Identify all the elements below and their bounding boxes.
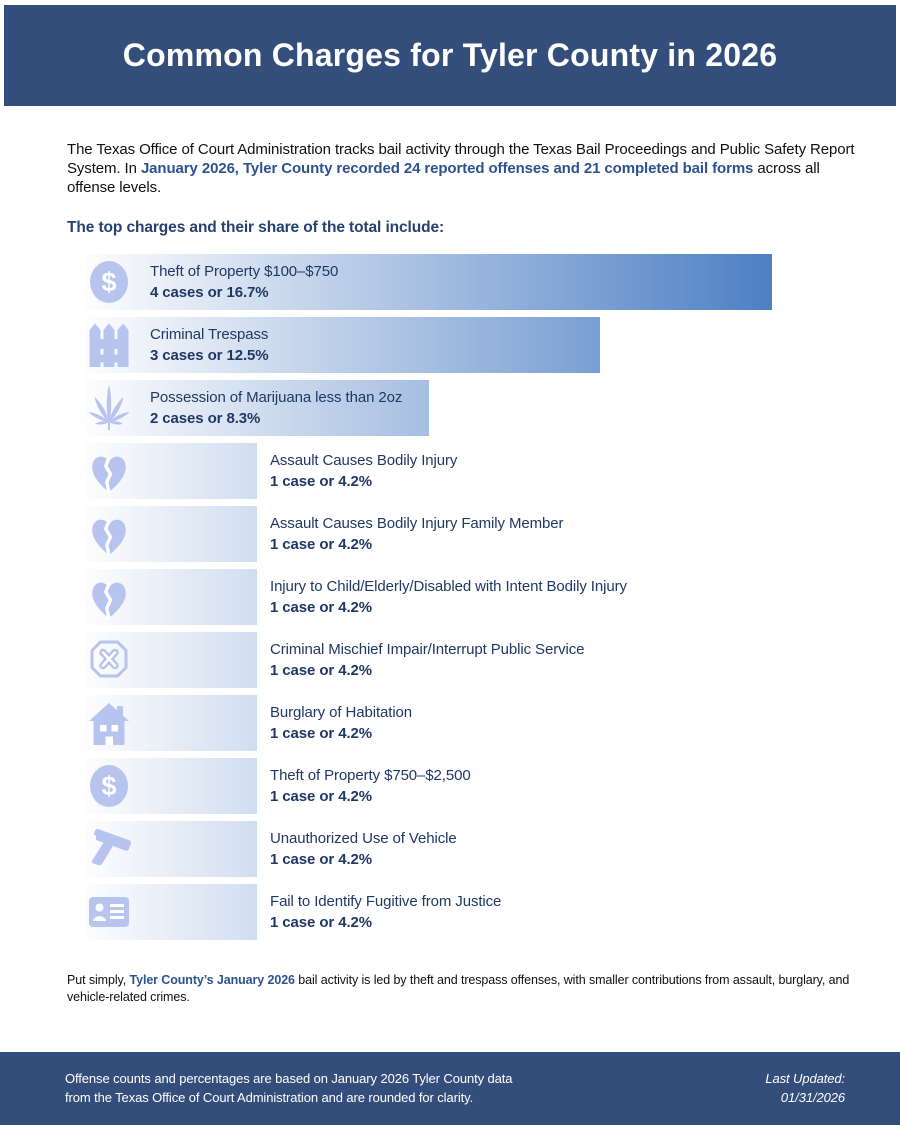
bar-text: Theft of Property $750–$2,500 1 case or …	[270, 767, 471, 805]
fence-icon	[87, 321, 131, 369]
offense-label: Assault Causes Bodily Injury	[270, 452, 458, 469]
offense-detail: 1 case or 4.2%	[270, 914, 373, 931]
offense-label: Unauthorized Use of Vehicle	[270, 830, 457, 847]
footer-note-line-2: from the Texas Office of Court Administr…	[65, 1089, 474, 1105]
chart-row: Criminal Trespass 3 cases or 12.5%	[85, 317, 865, 373]
footer-note-line-1: Offense counts and percentages are based…	[65, 1071, 513, 1086]
broken-heart-icon	[87, 573, 131, 621]
chart-row: Injury to Child/Elderly/Disabled with In…	[85, 569, 865, 625]
offense-label: Criminal Mischief Impair/Interrupt Publi…	[270, 641, 585, 658]
last-updated-value: 01/31/2026	[780, 1089, 845, 1105]
header-band: Common Charges for Tyler County in 2026	[4, 5, 896, 106]
handgun-icon	[87, 825, 131, 873]
bar-text: Possession of Marijuana less than 2oz 2 …	[150, 389, 402, 427]
chart-row: Possession of Marijuana less than 2oz 2 …	[85, 380, 865, 436]
bar	[85, 380, 429, 436]
offense-detail: 1 case or 4.2%	[270, 536, 373, 553]
body-text: The Texas Office of Court Administration…	[67, 141, 855, 177]
chart-row: $ Theft of Property $100–$750 4 cases or…	[85, 254, 865, 310]
offense-label: Fail to Identify Fugitive from Justice	[270, 893, 502, 910]
bar-chart: $ Theft of Property $100–$750 4 cases or…	[85, 254, 900, 940]
highlight-text: January 2026, Tyler County recorded 24 r…	[140, 160, 754, 177]
summary-paragraph: Put simply, Tyler County’s January 2026 …	[67, 972, 877, 1006]
chart-row: Assault Causes Bodily Injury Family Memb…	[85, 506, 865, 562]
highlight-text: Tyler County’s January 2026	[129, 973, 295, 987]
id-card-icon	[87, 888, 131, 936]
bar-text: Fail to Identify Fugitive from Justice 1…	[270, 893, 501, 931]
octagon-x-icon	[87, 636, 131, 684]
offense-detail: 1 case or 4.2%	[270, 473, 373, 490]
house-icon	[87, 699, 131, 747]
bar	[85, 821, 257, 877]
offense-detail: 1 case or 4.2%	[270, 851, 373, 868]
offense-detail: 3 cases or 12.5%	[150, 347, 269, 364]
footer-note: Offense counts and percentages are based…	[65, 1070, 513, 1107]
bar-text: Criminal Trespass 3 cases or 12.5%	[150, 326, 269, 364]
chart-row: Assault Causes Bodily Injury 1 case or 4…	[85, 443, 865, 499]
last-updated: Last Updated: 01/31/2026	[765, 1070, 845, 1107]
offense-label: Injury to Child/Elderly/Disabled with In…	[270, 578, 627, 595]
bar-text: Assault Causes Bodily Injury 1 case or 4…	[270, 452, 457, 490]
bar-text: Unauthorized Use of Vehicle 1 case or 4.…	[270, 830, 457, 868]
content-area: The Texas Office of Court Administration…	[0, 106, 900, 1006]
chart-row: Burglary of Habitation 1 case or 4.2%	[85, 695, 865, 751]
offense-label: Theft of Property $100–$750	[150, 263, 339, 280]
chart-row: $ Theft of Property $750–$2,500 1 case o…	[85, 758, 865, 814]
list-heading: The top charges and their share of the t…	[67, 219, 445, 236]
bar	[85, 254, 772, 310]
intro-paragraph: The Texas Office of Court Administration…	[67, 140, 857, 197]
page-title: Common Charges for Tyler County in 2026	[122, 37, 778, 73]
bar-text: Assault Causes Bodily Injury Family Memb…	[270, 515, 564, 553]
dollar-sign-icon: $	[87, 258, 131, 306]
bar	[85, 317, 600, 373]
offense-label: Criminal Trespass	[150, 326, 269, 343]
offense-detail: 1 case or 4.2%	[270, 788, 373, 805]
offense-label: Theft of Property $750–$2,500	[270, 767, 471, 784]
bar-text: Injury to Child/Elderly/Disabled with In…	[270, 578, 627, 616]
body-text: Put simply,	[67, 973, 130, 987]
body-text: across all offense levels.	[67, 160, 820, 196]
offense-label: Burglary of Habitation	[270, 704, 413, 721]
chart-row: Unauthorized Use of Vehicle 1 case or 4.…	[85, 821, 865, 877]
broken-heart-icon	[87, 447, 131, 495]
offense-label: Possession of Marijuana less than 2oz	[150, 389, 403, 406]
broken-heart-icon	[87, 510, 131, 558]
chart-row: Fail to Identify Fugitive from Justice 1…	[85, 884, 865, 940]
svg-text:$: $	[102, 771, 117, 801]
offense-label: Assault Causes Bodily Injury Family Memb…	[270, 515, 564, 532]
dollar-sign-icon: $	[87, 762, 131, 810]
footer-band: Offense counts and percentages are based…	[0, 1052, 900, 1125]
offense-detail: 2 cases or 8.3%	[150, 410, 261, 427]
offense-detail: 4 cases or 16.7%	[150, 284, 269, 301]
svg-text:$: $	[102, 267, 117, 297]
marijuana-leaf-icon	[87, 384, 131, 432]
offense-detail: 1 case or 4.2%	[270, 599, 373, 616]
bar-text: Burglary of Habitation 1 case or 4.2%	[270, 704, 412, 742]
bar-text: Criminal Mischief Impair/Interrupt Publi…	[270, 641, 584, 679]
chart-row: Criminal Mischief Impair/Interrupt Publi…	[85, 632, 865, 688]
offense-detail: 1 case or 4.2%	[270, 725, 373, 742]
body-text: bail activity is led by theft and trespa…	[67, 973, 850, 1004]
bar-text: Theft of Property $100–$750 4 cases or 1…	[150, 263, 338, 301]
offense-detail: 1 case or 4.2%	[270, 662, 373, 679]
last-updated-label: Last Updated:	[765, 1071, 845, 1086]
